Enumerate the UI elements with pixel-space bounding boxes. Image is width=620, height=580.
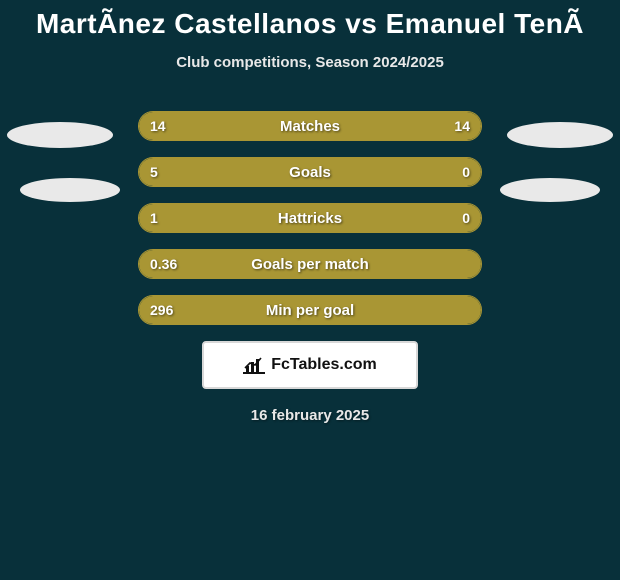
stat-row: 50Goals	[138, 157, 482, 187]
stat-bar-left	[139, 250, 481, 278]
stat-bar-track	[138, 111, 482, 141]
stat-value-left: 5	[150, 157, 158, 187]
date: 16 february 2025	[0, 407, 620, 424]
stat-bar-left	[139, 296, 481, 324]
subtitle: Club competitions, Season 2024/2025	[0, 54, 620, 71]
stat-bar-track	[138, 249, 482, 279]
stat-value-right: 0	[462, 157, 470, 187]
stat-value-left: 0.36	[150, 249, 177, 279]
stat-value-left: 14	[150, 111, 166, 141]
brand-badge: FcTables.com	[202, 341, 418, 389]
stat-value-left: 1	[150, 203, 158, 233]
player-right-photo-placeholder	[507, 122, 613, 148]
stat-row: 0.36Goals per match	[138, 249, 482, 279]
page-title: MartÃnez Castellanos vs Emanuel TenÃ	[0, 0, 620, 40]
stat-row: 10Hattricks	[138, 203, 482, 233]
stat-bar-left	[139, 158, 406, 186]
stat-bar-track	[138, 295, 482, 325]
stat-value-right: 14	[454, 111, 470, 141]
stat-row: 1414Matches	[138, 111, 482, 141]
brand-text: FcTables.com	[271, 356, 377, 374]
stat-bar-track	[138, 203, 482, 233]
stat-bar-track	[138, 157, 482, 187]
player-left-team-placeholder	[20, 178, 120, 202]
player-left-photo-placeholder	[7, 122, 113, 148]
stat-bar-left	[139, 204, 481, 232]
stat-value-left: 296	[150, 295, 173, 325]
stat-value-right: 0	[462, 203, 470, 233]
stat-row: 296Min per goal	[138, 295, 482, 325]
brand-chart-icon	[243, 356, 265, 374]
player-right-team-placeholder	[500, 178, 600, 202]
